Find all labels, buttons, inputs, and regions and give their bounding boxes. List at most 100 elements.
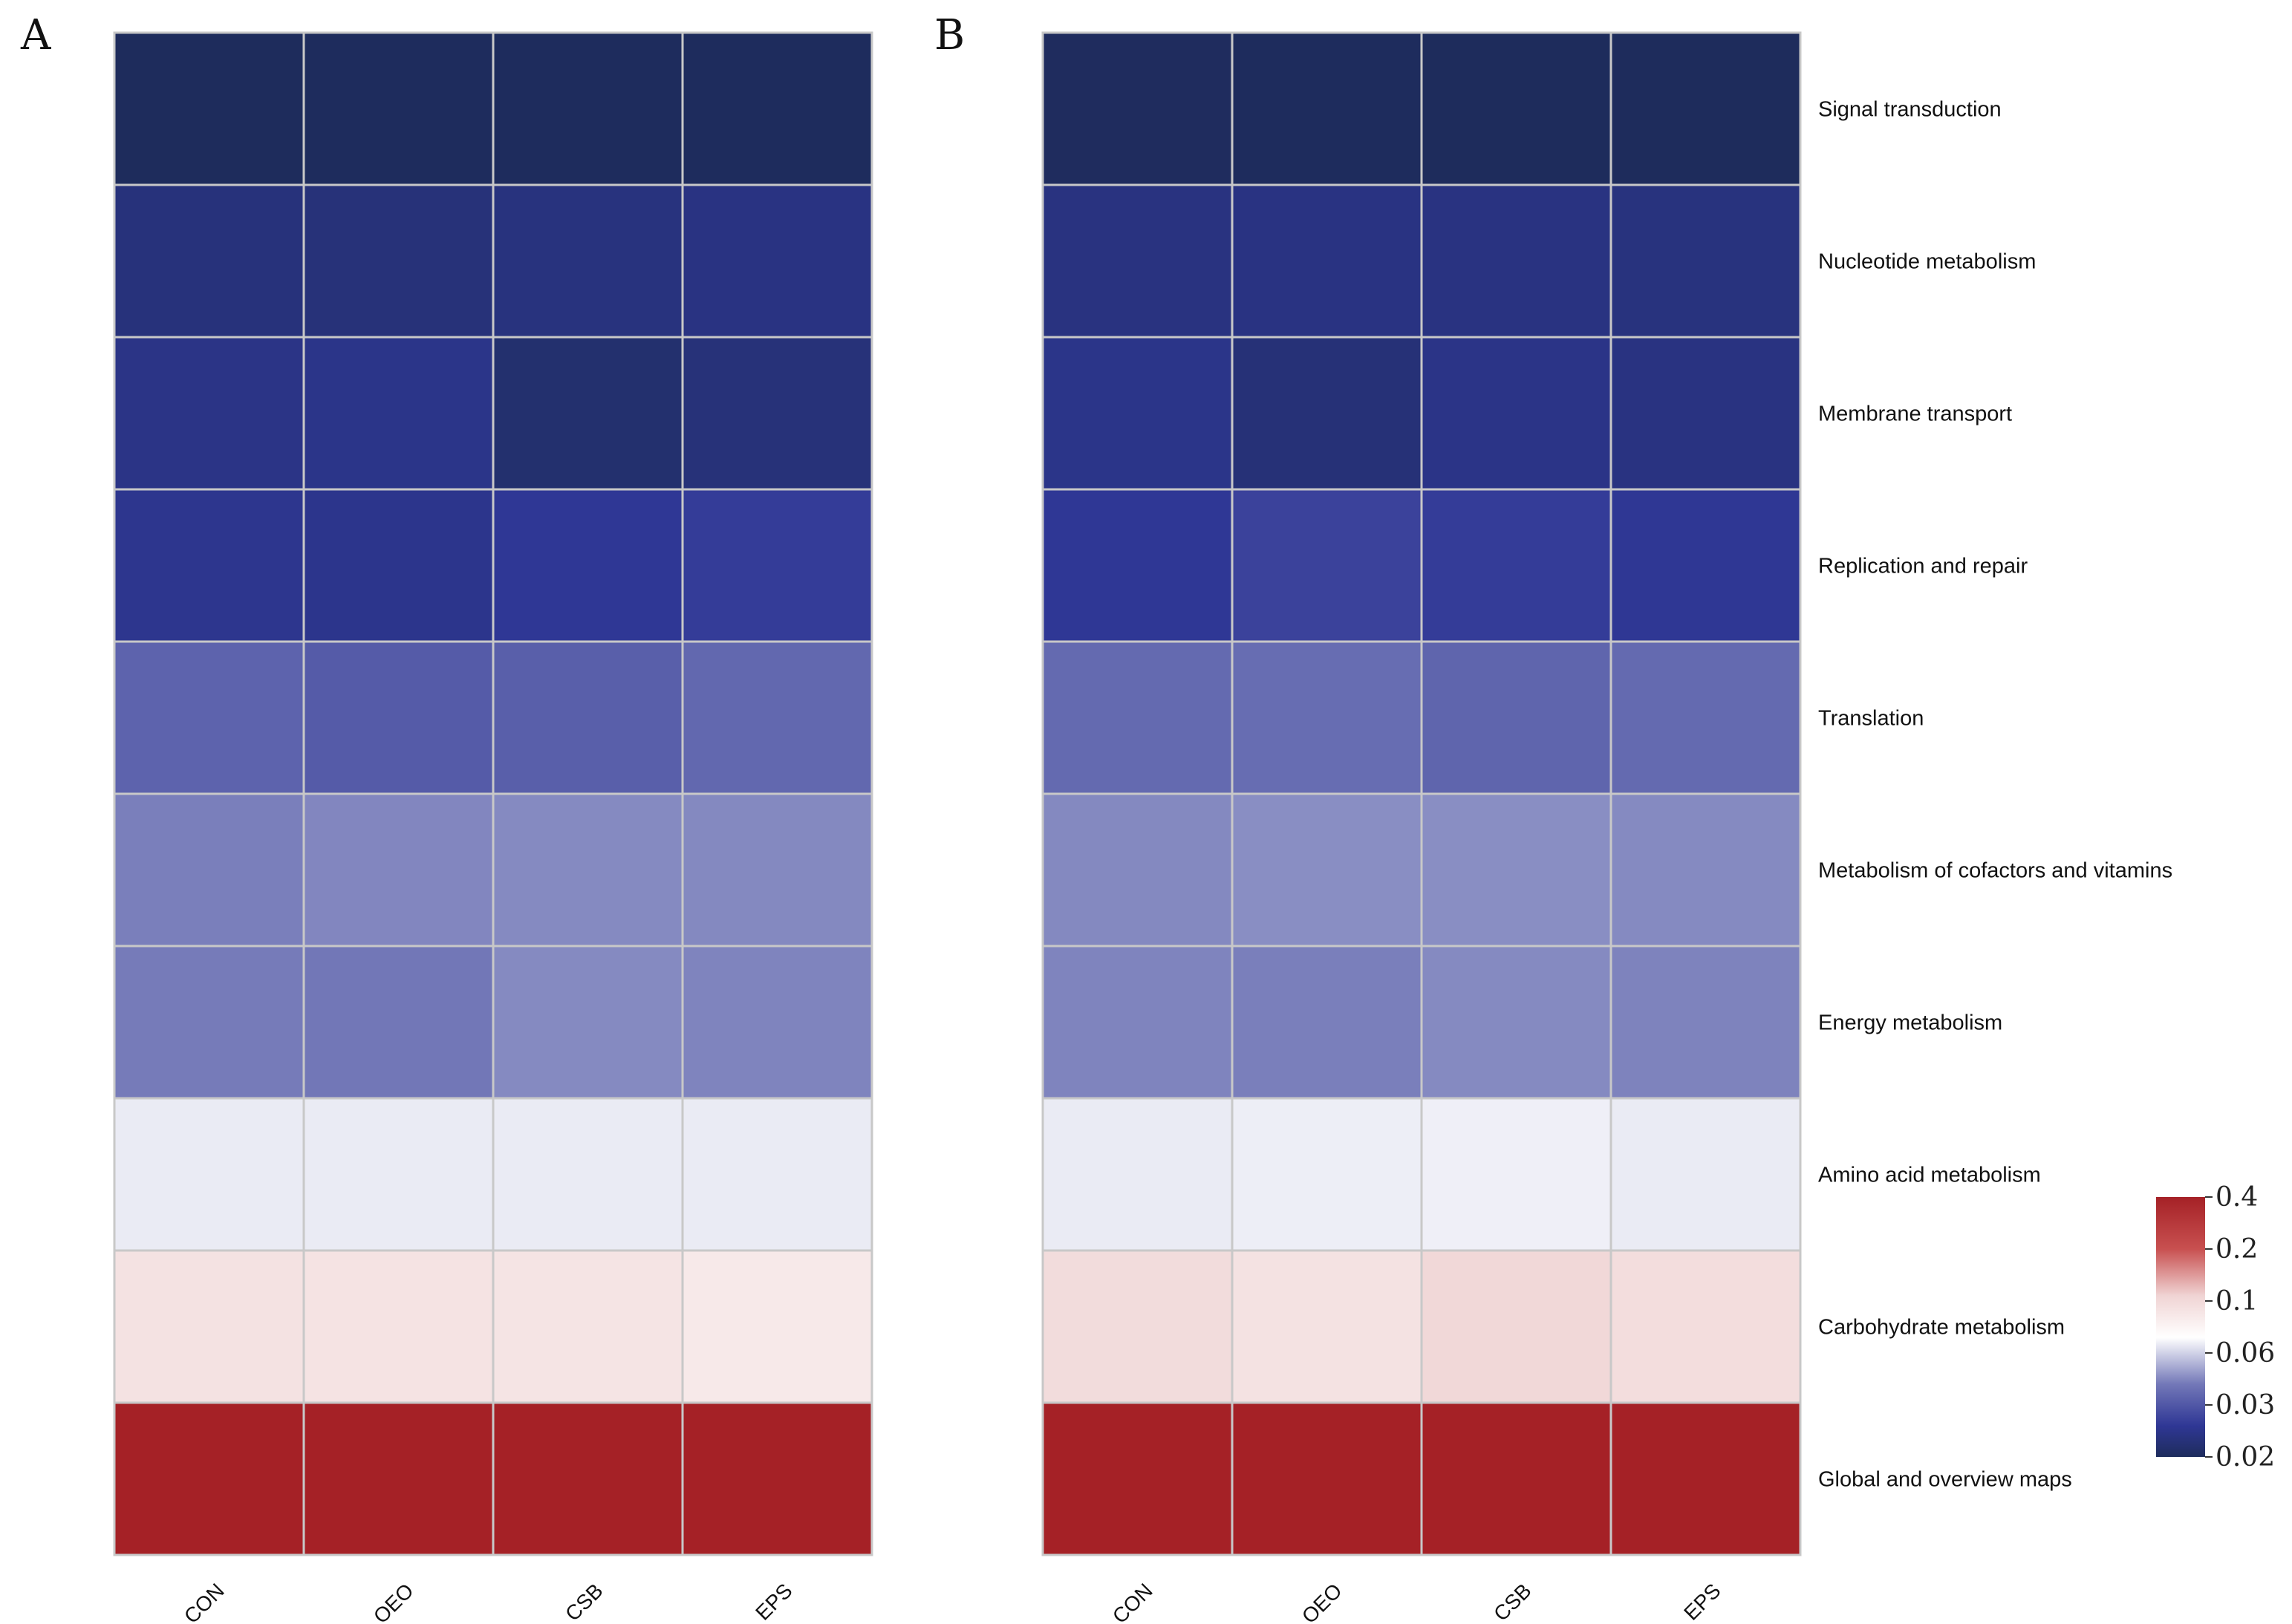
panel-b-heatmap (1041, 31, 1802, 1556)
heatmap-cell (1041, 1249, 1234, 1404)
heatmap-cell (302, 336, 495, 491)
legend-tick-label: 0.1 (2216, 1286, 2258, 1317)
heatmap-cell (302, 183, 495, 339)
heatmap-cell (1041, 792, 1234, 948)
heatmap-cell (681, 31, 873, 186)
heatmap-cell (492, 640, 684, 795)
column-label-con: CON (180, 1579, 229, 1624)
heatmap-cell (113, 945, 305, 1100)
heatmap-cell (113, 1401, 305, 1556)
heatmap-cell (1609, 183, 1802, 339)
heatmap-cell (1609, 640, 1802, 795)
heatmap-cell (1231, 1097, 1423, 1252)
heatmap-cell (1041, 1097, 1234, 1252)
heatmap-cell (302, 640, 495, 795)
row-label: Carbohydrate metabolism (1818, 1316, 2065, 1340)
heatmap-cell (113, 336, 305, 491)
row-label: Translation (1818, 707, 1924, 731)
heatmap-cell (1609, 1249, 1802, 1404)
heatmap-cell (302, 31, 495, 186)
heatmap-cell (1231, 640, 1423, 795)
heatmap-cell (302, 945, 495, 1100)
heatmap-cell (1231, 183, 1423, 339)
heatmap-cell (1420, 1249, 1612, 1404)
heatmap-cell (1609, 31, 1802, 186)
panel-label-a: A (20, 11, 51, 59)
heatmap-cell (1609, 1097, 1802, 1252)
heatmap-cell (1231, 1249, 1423, 1404)
row-label: Energy metabolism (1818, 1011, 2002, 1035)
heatmap-cell (1041, 336, 1234, 491)
heatmap-cell (492, 1097, 684, 1252)
heatmap-cell (113, 31, 305, 186)
heatmap-cell (113, 792, 305, 948)
heatmap-cell (681, 945, 873, 1100)
heatmap-cell (492, 945, 684, 1100)
heatmap-cell (1609, 1401, 1802, 1556)
row-label: Membrane transport (1818, 402, 2012, 426)
heatmap-cell (1609, 792, 1802, 948)
column-label-oeo: OEO (1298, 1579, 1347, 1624)
heatmap-cell (113, 488, 305, 643)
heatmap-cell (302, 1097, 495, 1252)
column-label-csb: CSB (561, 1579, 608, 1624)
panel-label-b: B (934, 11, 965, 59)
heatmap-cell (1041, 183, 1234, 339)
heatmap-cell (1609, 336, 1802, 491)
heatmap-cell (1231, 945, 1423, 1100)
legend-tick-label: 0.02 (2216, 1442, 2275, 1473)
heatmap-cell (681, 336, 873, 491)
row-labels: Signal transduction Nucleotide metabolism… (1818, 98, 2172, 1492)
heatmap-cell (492, 488, 684, 643)
column-label-eps: EPS (751, 1579, 797, 1624)
heatmap-cell (1609, 945, 1802, 1100)
heatmap-cell (113, 1097, 305, 1252)
row-label: Replication and repair (1818, 555, 2028, 578)
heatmap-cell (1609, 488, 1802, 643)
color-legend: 0.4 0.2 0.1 0.06 0.03 0.02 (2156, 1182, 2275, 1473)
heatmap-cell (1231, 792, 1423, 948)
row-label: Signal transduction (1818, 98, 2002, 122)
heatmap-cell (492, 336, 684, 491)
heatmap-cell (1231, 336, 1423, 491)
heatmap-cell (302, 488, 495, 643)
heatmap-cell (681, 1401, 873, 1556)
heatmap-cell (492, 1401, 684, 1556)
heatmap-cell (492, 183, 684, 339)
heatmap-cell (492, 792, 684, 948)
row-label: Nucleotide metabolism (1818, 250, 2036, 274)
column-label-oeo: OEO (369, 1579, 418, 1624)
panel-b-column-labels: CON OEO CSB EPS (1108, 1579, 1725, 1624)
heatmap-cell (681, 488, 873, 643)
heatmap-cell (1231, 31, 1423, 186)
heatmap-cell (1041, 945, 1234, 1100)
heatmap-cell (681, 1249, 873, 1404)
heatmap-cell (1420, 640, 1612, 795)
heatmap-cell (681, 640, 873, 795)
heatmap-cell (681, 792, 873, 948)
column-label-eps: EPS (1679, 1579, 1725, 1624)
row-label: Amino acid metabolism (1818, 1164, 2041, 1187)
heatmap-cell (302, 792, 495, 948)
heatmap-cell (302, 1401, 495, 1556)
panel-a-column-labels: CON OEO CSB EPS (180, 1579, 797, 1624)
heatmap-cell (113, 1249, 305, 1404)
heatmap-cell (1041, 640, 1234, 795)
column-label-csb: CSB (1489, 1579, 1536, 1624)
heatmap-cell (1231, 1401, 1423, 1556)
heatmap-cell (492, 1249, 684, 1404)
panel-a-heatmap (113, 31, 873, 1556)
heatmap-cell (1420, 488, 1612, 643)
heatmap-cell (113, 183, 305, 339)
heatmap-cell (1420, 792, 1612, 948)
heatmap-cell (1041, 31, 1234, 186)
heatmap-cell (1420, 945, 1612, 1100)
heatmap-cell (1420, 1097, 1612, 1252)
heatmap-cell (302, 1249, 495, 1404)
heatmap-cell (1420, 31, 1612, 186)
row-label: Global and overview maps (1818, 1468, 2072, 1492)
legend-tick-label: 0.2 (2216, 1234, 2258, 1265)
heatmap-cell (1420, 183, 1612, 339)
legend-tick-label: 0.06 (2216, 1338, 2275, 1369)
